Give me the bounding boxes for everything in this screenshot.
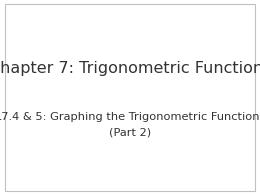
Text: Chapter 7: Trigonometric Functions: Chapter 7: Trigonometric Functions [0, 61, 260, 76]
Text: L7.4 & 5: Graphing the Trigonometric Functions
(Part 2): L7.4 & 5: Graphing the Trigonometric Fun… [0, 112, 260, 137]
